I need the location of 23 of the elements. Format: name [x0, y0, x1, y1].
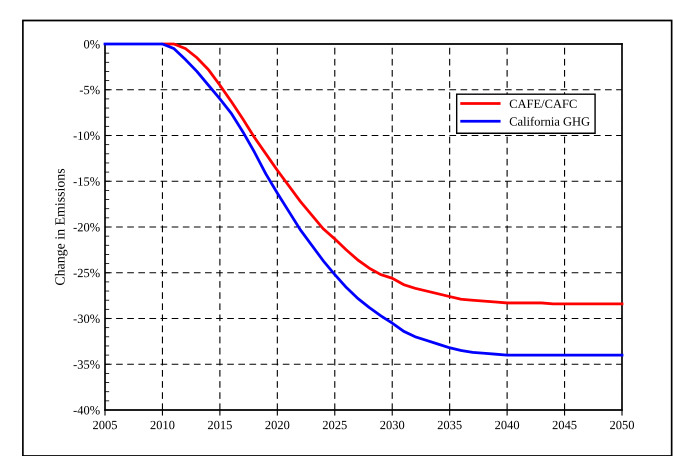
- y-tick-label: -20%: [74, 223, 100, 232]
- y-tick-label: -25%: [74, 268, 100, 278]
- legend-label: California GHG: [510, 116, 590, 126]
- y-tick-label: -5%: [80, 86, 100, 94]
- y-tick-label: -40%: [74, 406, 100, 414]
- x-tick-label: 2050: [610, 420, 634, 430]
- y-tick-label: -30%: [74, 314, 100, 323]
- x-tick-label: 2035: [438, 420, 462, 430]
- x-tick-label: 2005: [93, 420, 118, 430]
- x-tick-label: 2010: [150, 420, 174, 430]
- x-tick-label: 2015: [208, 420, 232, 430]
- y-axis-title: Change in Emissions: [54, 168, 68, 286]
- y-tick-label: -10%: [74, 132, 100, 140]
- y-tick-label: 0%: [84, 40, 100, 48]
- x-tick-label: 2040: [495, 420, 520, 430]
- x-tick-label: 2030: [380, 420, 404, 430]
- x-tick-label: 2025: [322, 420, 347, 430]
- x-tick-label: 2020: [265, 420, 290, 430]
- line-series: [161, 42, 624, 306]
- y-tick-label: -15%: [74, 177, 100, 186]
- y-tick-label: -35%: [74, 360, 100, 369]
- x-tick-label: 2045: [552, 420, 577, 430]
- legend-label: CAFE/CAFC: [510, 100, 577, 108]
